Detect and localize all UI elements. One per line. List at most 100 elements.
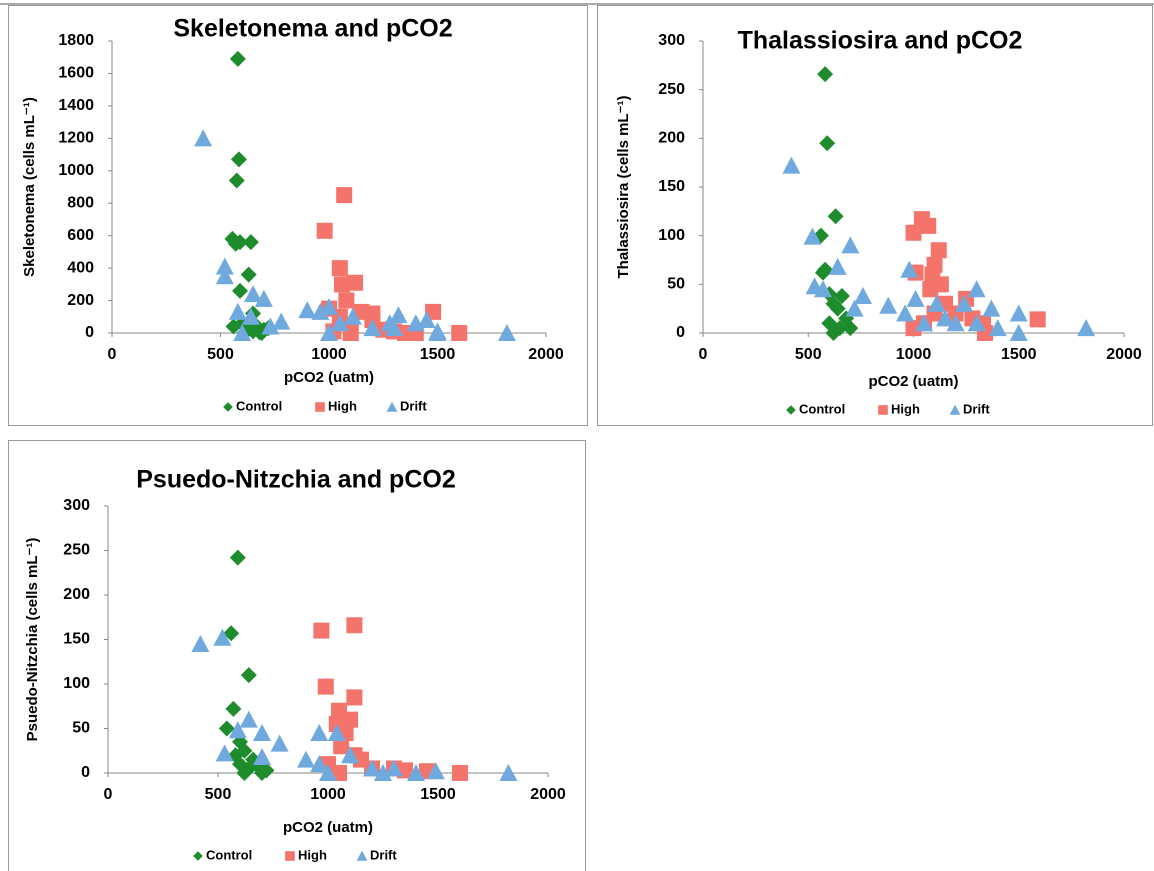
x-tick-label: 2000: [1106, 346, 1142, 363]
point: [232, 234, 249, 251]
y-tick-label: 200: [63, 586, 90, 603]
legend-marker: [878, 405, 888, 415]
point: [316, 222, 333, 239]
point: [338, 292, 355, 309]
y-tick-label: 250: [658, 81, 685, 98]
legend-label: High: [891, 401, 920, 416]
point: [240, 266, 257, 283]
point: [346, 689, 363, 706]
point: [426, 762, 445, 780]
point: [240, 667, 257, 684]
legend-label: Drift: [370, 847, 397, 862]
point: [272, 312, 291, 330]
point: [906, 289, 925, 307]
point: [407, 764, 425, 781]
point: [900, 260, 919, 278]
point: [331, 260, 348, 277]
point: [244, 285, 263, 303]
point: [389, 306, 408, 324]
point: [1077, 319, 1096, 337]
point: [782, 156, 801, 174]
y-tick-label: 1600: [58, 65, 94, 82]
y-tick-label: 200: [658, 130, 685, 147]
point: [330, 314, 349, 332]
y-tick-label: 1800: [58, 32, 94, 49]
legend-marker: [786, 405, 796, 415]
point: [213, 628, 232, 646]
point: [497, 324, 516, 341]
point: [428, 324, 447, 341]
point: [233, 324, 252, 341]
panel-border: [597, 5, 1153, 426]
point: [343, 307, 362, 325]
point: [927, 294, 946, 312]
point: [215, 267, 234, 285]
x-axis-label: pCO2 (uatm): [283, 819, 373, 836]
point: [253, 747, 271, 765]
y-tick-label: 300: [658, 32, 685, 49]
y-tick-label: 50: [72, 720, 90, 737]
point: [245, 751, 262, 768]
point: [225, 700, 242, 717]
point: [988, 319, 1007, 337]
legend-marker: [193, 851, 203, 861]
point: [327, 723, 346, 741]
point: [363, 319, 382, 337]
point: [841, 236, 860, 254]
point: [946, 314, 965, 332]
y-tick-label: 1400: [58, 97, 94, 114]
point: [223, 625, 240, 642]
point: [261, 317, 280, 335]
point: [298, 301, 317, 319]
legend-marker: [356, 850, 368, 861]
x-tick-label: 1000: [310, 786, 346, 803]
point: [915, 314, 934, 332]
legend-marker: [285, 851, 295, 861]
x-tick-label: 0: [104, 786, 113, 803]
point: [967, 280, 986, 298]
point: [817, 66, 834, 83]
point: [230, 151, 247, 168]
point: [1009, 324, 1028, 341]
point: [955, 294, 974, 312]
point: [385, 319, 404, 337]
point: [817, 261, 834, 278]
y-tick-label: 0: [676, 324, 685, 341]
point: [341, 746, 359, 764]
point: [228, 172, 245, 189]
x-tick-label: 2000: [528, 346, 564, 363]
point: [313, 622, 330, 639]
point: [334, 276, 351, 293]
legend-label: High: [298, 847, 327, 862]
x-tick-label: 500: [207, 346, 234, 363]
y-tick-label: 100: [63, 675, 90, 692]
chart-title: Psuedo-Nitzchia and pCO2: [136, 466, 455, 494]
point: [333, 738, 350, 755]
point: [828, 257, 847, 275]
point: [194, 129, 213, 147]
point: [967, 314, 986, 332]
point: [829, 300, 846, 317]
legend-marker: [949, 404, 961, 415]
point: [499, 764, 518, 781]
point: [825, 325, 842, 341]
legend-label: High: [328, 398, 357, 413]
point: [374, 764, 392, 781]
legend-marker: [223, 402, 233, 412]
point: [347, 274, 364, 291]
y-tick-label: 300: [63, 497, 90, 514]
x-tick-label: 1000: [311, 346, 347, 363]
point: [452, 765, 468, 781]
point: [922, 281, 939, 298]
point: [218, 720, 235, 737]
chart-title: Thalassiosira and pCO2: [738, 27, 1023, 55]
point: [228, 721, 247, 739]
legend-label: Control: [206, 847, 252, 862]
point: [311, 302, 330, 320]
y-tick-label: 1000: [58, 162, 94, 179]
point: [236, 765, 253, 781]
point: [1029, 311, 1046, 328]
y-axis-label: Psuedo-Nitzchia (cells mL⁻¹): [24, 538, 41, 742]
point: [317, 678, 334, 695]
